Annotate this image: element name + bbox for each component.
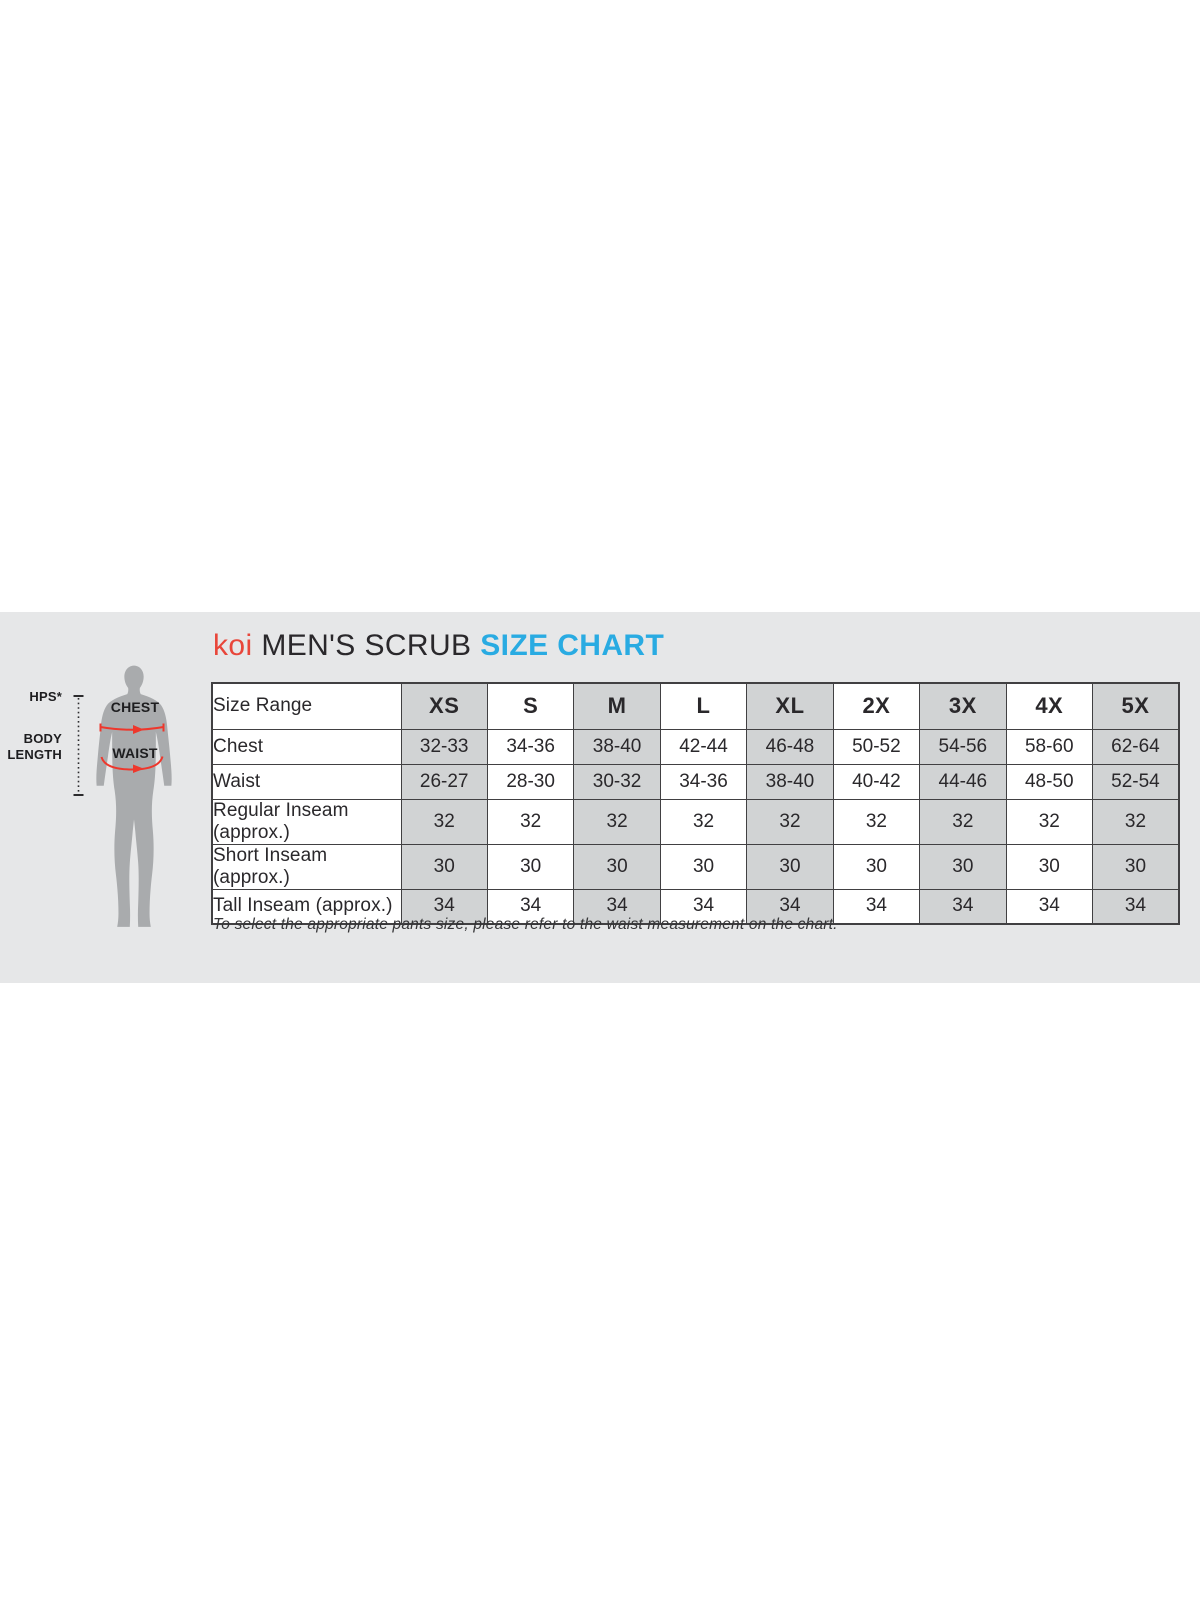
size-value-cell: 32 — [659, 798, 748, 845]
table-row: Regular Inseam (approx.) 32 32 32 32 32 32 32 32… — [211, 798, 1180, 845]
size-value-cell: 38-40 — [573, 728, 661, 765]
table-row: Waist 26-27 28-30 30-32 34-36 38-40 40-42 44-46… — [211, 763, 1180, 800]
column-header-m: M — [573, 682, 661, 730]
size-chart-panel: HPS* BODY LENGTH CHEST WAIST koi MEN'S S… — [0, 612, 1200, 983]
column-header-2x: 2X — [832, 682, 921, 730]
size-value-cell: 44-46 — [919, 763, 1007, 800]
size-value-cell: 34 — [1091, 888, 1180, 925]
size-value-cell: 34 — [1005, 888, 1094, 925]
size-value-cell: 32 — [832, 798, 921, 845]
row-label: Regular Inseam (approx.) — [211, 798, 402, 845]
size-value-cell: 32 — [486, 798, 575, 845]
title-text: MEN'S SCRUB — [261, 629, 472, 662]
column-header-xl: XL — [746, 682, 834, 730]
title-accent-text: SIZE CHART — [480, 629, 665, 662]
size-value-cell: 30 — [1005, 843, 1094, 890]
size-value-cell: 32 — [1005, 798, 1094, 845]
table-row: Short Inseam (approx.) 30 30 30 30 30 30 30 30 30 — [211, 843, 1180, 890]
size-value-cell: 32 — [919, 798, 1007, 845]
column-header-s: S — [486, 682, 575, 730]
page-title: koi MEN'S SCRUB SIZE CHART — [213, 629, 664, 663]
column-header-l: L — [659, 682, 748, 730]
table-row: Tall Inseam (approx.) 34 34 34 34 34 34 34 34 34 — [211, 888, 1180, 925]
column-header-3x: 3X — [919, 682, 1007, 730]
size-value-cell: 32 — [400, 798, 488, 845]
size-value-cell: 30-32 — [573, 763, 661, 800]
size-chart-table: Size Range XS S M L XL 2X 3X 4X 5X Chest 32-33 34-36… — [211, 682, 1180, 925]
chest-label: CHEST — [110, 699, 160, 715]
column-header-xs: XS — [400, 682, 488, 730]
chest-measure-arrow-icon — [99, 723, 165, 734]
body-length-label: BODY LENGTH — [7, 731, 62, 762]
hps-label: HPS* — [29, 689, 62, 704]
size-value-cell: 30 — [486, 843, 575, 890]
size-value-cell: 58-60 — [1005, 728, 1094, 765]
size-value-cell: 28-30 — [486, 763, 575, 800]
male-body-silhouette-image — [96, 665, 172, 927]
size-value-cell: 32 — [573, 798, 661, 845]
size-value-cell: 26-27 — [400, 763, 488, 800]
size-value-cell: 30 — [659, 843, 748, 890]
size-value-cell: 48-50 — [1005, 763, 1094, 800]
size-value-cell: 34-36 — [659, 763, 748, 800]
size-value-cell: 52-54 — [1091, 763, 1180, 800]
size-value-cell: 30 — [1091, 843, 1180, 890]
size-value-cell: 34 — [573, 888, 661, 925]
column-header-size-range: Size Range — [211, 682, 402, 730]
size-value-cell: 46-48 — [746, 728, 834, 765]
size-value-cell: 32 — [746, 798, 834, 845]
size-value-cell: 34 — [486, 888, 575, 925]
size-value-cell: 34 — [746, 888, 834, 925]
row-label: Waist — [211, 763, 402, 800]
waist-label: WAIST — [112, 745, 158, 761]
size-value-cell: 30 — [400, 843, 488, 890]
waist-measure-arrow-icon — [100, 756, 164, 773]
size-value-cell: 34 — [832, 888, 921, 925]
row-label: Short Inseam (approx.) — [211, 843, 402, 890]
column-header-4x: 4X — [1005, 682, 1094, 730]
size-value-cell: 30 — [573, 843, 661, 890]
size-value-cell: 30 — [832, 843, 921, 890]
size-value-cell: 34 — [659, 888, 748, 925]
size-value-cell: 54-56 — [919, 728, 1007, 765]
size-value-cell: 34 — [400, 888, 488, 925]
size-value-cell: 42-44 — [659, 728, 748, 765]
body-length-measure-line — [73, 695, 84, 796]
row-label: Chest — [211, 728, 402, 765]
row-label: Tall Inseam (approx.) — [211, 888, 402, 925]
brand-logo-text: koi — [213, 629, 253, 662]
size-value-cell: 38-40 — [746, 763, 834, 800]
size-value-cell: 40-42 — [832, 763, 921, 800]
size-value-cell: 30 — [746, 843, 834, 890]
size-value-cell: 50-52 — [832, 728, 921, 765]
size-value-cell: 32 — [1091, 798, 1180, 845]
size-value-cell: 62-64 — [1091, 728, 1180, 765]
table-row: Chest 32-33 34-36 38-40 42-44 46-48 50-52 54-56… — [211, 728, 1180, 765]
column-header-5x: 5X — [1091, 682, 1180, 730]
size-value-cell: 34-36 — [486, 728, 575, 765]
size-value-cell: 34 — [919, 888, 1007, 925]
size-value-cell: 32-33 — [400, 728, 488, 765]
size-value-cell: 30 — [919, 843, 1007, 890]
footnote-text: To select the appropriate pants size, pl… — [213, 916, 838, 933]
